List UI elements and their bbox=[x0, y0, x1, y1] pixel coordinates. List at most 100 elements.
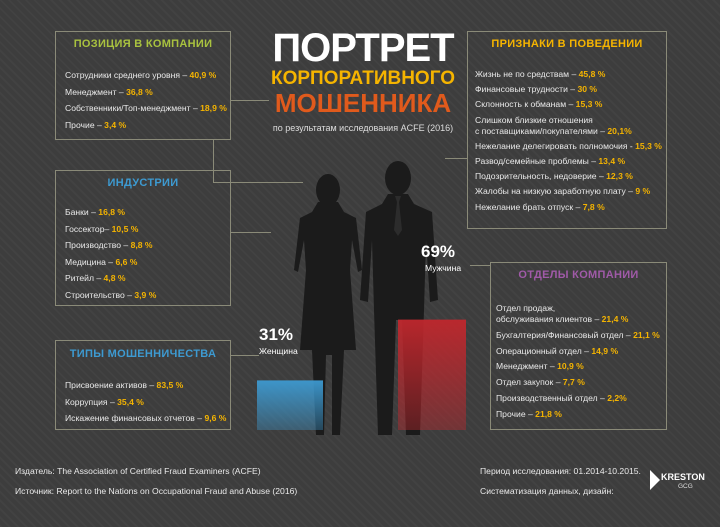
male-percent: 69% bbox=[421, 242, 456, 261]
list-item-value: 21,4 % bbox=[601, 314, 629, 324]
connector bbox=[445, 158, 467, 159]
list-item-value: 30 % bbox=[577, 84, 598, 95]
list-item-label: Госсектор– bbox=[65, 223, 110, 234]
list-item-value: 45,8 % bbox=[578, 69, 606, 79]
list-item-label: Присвоение активов – bbox=[65, 380, 155, 390]
list-item-value: 2,2% bbox=[607, 392, 627, 403]
departments-panel: ОТДЕЛЫ КОМПАНИИ Отдел продаж, обслуживани… bbox=[490, 262, 667, 430]
title-line-2: КОРПОРАТИВНОГО bbox=[270, 68, 456, 89]
kreston-logo-sub: GCG bbox=[678, 483, 693, 490]
list-item-value: 36,8 % bbox=[126, 86, 153, 97]
connector bbox=[231, 232, 271, 233]
list-item-value: 3,9 % bbox=[134, 289, 157, 300]
list-item-label: Производственный отдел – bbox=[496, 392, 605, 403]
fraud-types-heading: ТИПЫ МОШЕННИЧЕСТВА bbox=[69, 348, 217, 360]
kreston-logo-icon bbox=[650, 470, 660, 490]
departments-list: Отдел продаж, обслуживания клиентов – 21,… bbox=[496, 303, 660, 425]
female-percent: 31% bbox=[259, 325, 294, 344]
list-item: Госсектор– 10,5 % bbox=[65, 224, 156, 235]
list-item-value: 12,3 % bbox=[606, 171, 633, 182]
behavior-panel: ПРИЗНАКИ В ПОВЕДЕНИИ Жизнь не по средств… bbox=[467, 31, 667, 229]
list-item-label: Бухгалтерия/Финансовый отдел – bbox=[496, 329, 631, 340]
list-item-label: Производство – bbox=[65, 240, 129, 250]
list-item-value: 35,4 % bbox=[117, 396, 144, 407]
list-item: Жизнь не по средствам – 45,8 % bbox=[475, 69, 662, 80]
list-item: Производственный отдел – 2,2% bbox=[496, 393, 660, 404]
connector bbox=[470, 265, 490, 266]
connector bbox=[231, 355, 259, 356]
list-item: Менеджмент – 10,9 % bbox=[496, 361, 660, 372]
footer-period: Период исследования: 01.2014-10.2015. bbox=[480, 466, 641, 476]
title-line-1: ПОРТРЕТ bbox=[272, 26, 454, 70]
behavior-heading: ПРИЗНАКИ В ПОВЕДЕНИИ bbox=[491, 38, 643, 50]
list-item-label: Прочие – bbox=[496, 408, 533, 419]
list-item-label: Строительство – bbox=[65, 289, 132, 300]
list-item-label: с поставщиками/покупателями – bbox=[475, 125, 606, 136]
list-item-label: Жалобы на низкую заработную плату – bbox=[475, 186, 633, 197]
list-item: Склонность к обманам – 15,3 % bbox=[475, 99, 662, 110]
list-item-value: 20,1% bbox=[607, 125, 632, 136]
list-item-label: обслуживания клиентов – bbox=[496, 314, 600, 324]
list-item-value: 18,9 % bbox=[200, 103, 227, 113]
male-bar bbox=[398, 319, 466, 430]
list-item: Искажение финансовых отчетов – 9,6 % bbox=[65, 413, 226, 424]
list-item: Коррупция – 35,4 % bbox=[65, 397, 226, 408]
list-item: Отдел продаж, обслуживания клиентов – 21,… bbox=[496, 303, 660, 325]
list-item: Сотрудники среднего уровня – 40,9 % bbox=[65, 70, 227, 81]
list-item-value: 21,8 % bbox=[535, 408, 562, 419]
list-item-label: Жизнь не по средствам – bbox=[475, 69, 577, 79]
female-label: Женщина bbox=[259, 346, 298, 356]
title-subtitle: по результатам исследования ACFE (2016) bbox=[272, 123, 454, 133]
departments-heading: ОТДЕЛЫ КОМПАНИИ bbox=[518, 269, 639, 281]
list-item-value: 7,7 % bbox=[562, 377, 585, 388]
list-item: Финансовые трудности – 30 % bbox=[475, 84, 662, 95]
list-item: Строительство – 3,9 % bbox=[65, 290, 156, 301]
gender-illustration bbox=[257, 161, 466, 435]
list-item-value: 9 % bbox=[635, 186, 651, 197]
list-item: Бухгалтерия/Финансовый отдел – 21,1 % bbox=[496, 330, 660, 341]
list-item: Подозрительность, недоверие – 12,3 % bbox=[475, 171, 662, 182]
fraud-types-list: Присвоение активов – 83,5 % Коррупция – 3… bbox=[65, 380, 226, 430]
list-item: Развод/семейные проблемы – 13,4 % bbox=[475, 156, 662, 167]
list-item: Операционный отдел – 14,9 % bbox=[496, 346, 660, 357]
list-item-value: 8,8 % bbox=[130, 240, 153, 250]
list-item: Прочие – 3,4 % bbox=[65, 120, 227, 131]
male-label: Мужчина bbox=[425, 263, 462, 273]
position-heading: ПОЗИЦИЯ В КОМПАНИИ bbox=[73, 38, 213, 50]
list-item-label: Сотрудники среднего уровня – bbox=[65, 70, 188, 80]
list-item-label: Подозрительность, недоверие – bbox=[475, 171, 604, 182]
list-item-label: Собственники/Топ-менеджмент – bbox=[65, 103, 198, 113]
title-line-3: МОШЕННИКА bbox=[274, 88, 452, 118]
list-item: Присвоение активов – 83,5 % bbox=[65, 380, 226, 391]
list-item-value: 15,3 % bbox=[635, 140, 662, 151]
list-item-value: 6,6 % bbox=[115, 256, 138, 267]
list-item-label: Слишком близкие отношения bbox=[475, 114, 593, 125]
list-item-label: Склонность к обманам – bbox=[475, 99, 574, 110]
list-item-label: Отдел продаж, bbox=[496, 303, 556, 313]
kreston-logo-text: KRESTON bbox=[661, 472, 705, 482]
list-item-value: 10,5 % bbox=[111, 223, 139, 234]
list-item-label: Искажение финансовых отчетов – bbox=[65, 413, 203, 423]
list-item-value: 21,1 % bbox=[633, 329, 660, 340]
list-item-label: Финансовые трудности – bbox=[475, 84, 576, 95]
list-item: Менеджмент – 36,8 % bbox=[65, 87, 227, 98]
industries-heading: ИНДУСТРИИ bbox=[107, 177, 179, 189]
list-item-label: Банки – bbox=[65, 207, 96, 217]
list-item-label: Ритейл – bbox=[65, 273, 102, 283]
list-item-value: 13,4 % bbox=[598, 155, 626, 166]
female-silhouette-icon bbox=[294, 174, 362, 435]
list-item: Нежелание брать отпуск – 7,8 % bbox=[475, 202, 662, 213]
list-item: Собственники/Топ-менеджмент – 18,9 % bbox=[65, 103, 227, 114]
list-item-value: 7,8 % bbox=[582, 201, 605, 212]
footer-design: Систематизация данных, дизайн: bbox=[480, 486, 614, 496]
fraud-types-panel: ТИПЫ МОШЕННИЧЕСТВА Присвоение активов – … bbox=[55, 340, 231, 430]
list-item-value: 10,9 % bbox=[557, 361, 584, 372]
list-item-label: Операционный отдел – bbox=[496, 345, 589, 356]
list-item: Медицина – 6,6 % bbox=[65, 257, 156, 268]
list-item: Ритейл – 4,8 % bbox=[65, 273, 156, 284]
connector bbox=[213, 140, 214, 182]
list-item-value: 40,9 % bbox=[189, 70, 217, 80]
list-item-label: Отдел закупок – bbox=[496, 377, 561, 388]
list-item: Производство – 8,8 % bbox=[65, 240, 156, 251]
list-item-label: Нежелание брать отпуск – bbox=[475, 201, 581, 212]
